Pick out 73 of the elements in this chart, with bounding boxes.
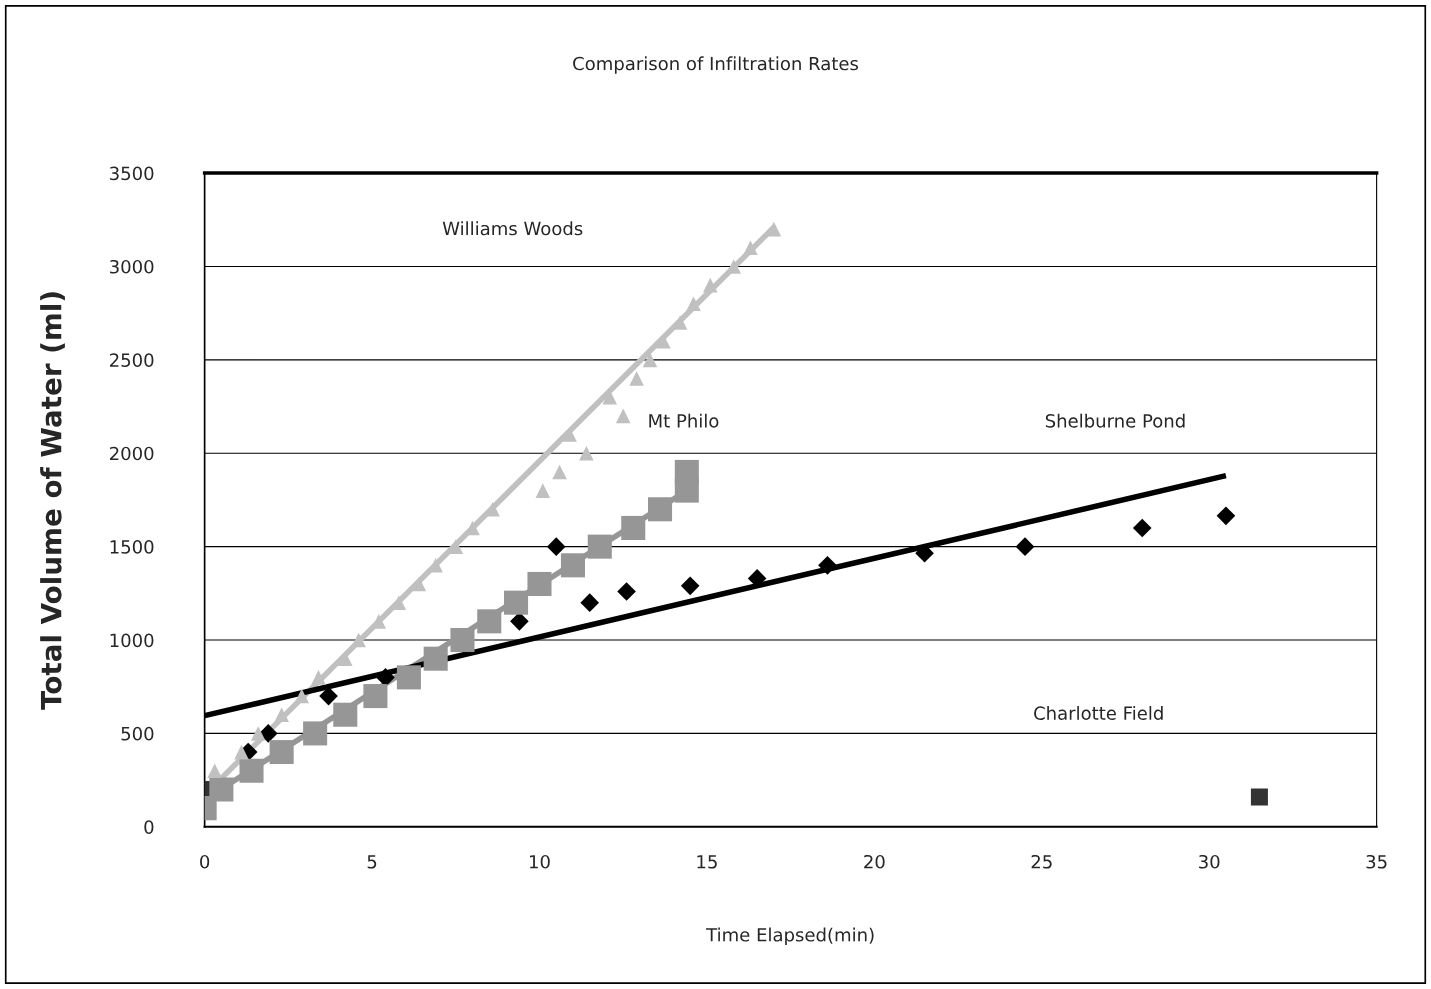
point bbox=[743, 240, 758, 256]
y-tick-label: 3000 bbox=[110, 259, 154, 274]
annotation: Charlotte Field bbox=[1034, 706, 1163, 720]
point bbox=[333, 702, 358, 727]
x-tick-label: 25 bbox=[1031, 854, 1052, 869]
point bbox=[363, 684, 388, 709]
point bbox=[546, 537, 566, 556]
point bbox=[485, 502, 500, 517]
point bbox=[527, 571, 552, 597]
point bbox=[250, 726, 266, 741]
point bbox=[411, 576, 427, 592]
point bbox=[535, 483, 551, 498]
y-tick-label: 1000 bbox=[110, 633, 154, 648]
point bbox=[1216, 506, 1236, 526]
point bbox=[209, 777, 234, 802]
point bbox=[818, 556, 837, 575]
point bbox=[680, 576, 700, 596]
point bbox=[448, 539, 464, 554]
point bbox=[239, 758, 264, 783]
point bbox=[1015, 537, 1035, 556]
point bbox=[258, 724, 278, 743]
annotation: Williams Woods bbox=[442, 221, 583, 236]
y-tick-label: 500 bbox=[121, 726, 154, 741]
point bbox=[580, 593, 600, 612]
point bbox=[642, 352, 658, 368]
y-tick-label: 3500 bbox=[110, 166, 154, 181]
point bbox=[686, 296, 701, 312]
y-tick-label: 2000 bbox=[110, 446, 154, 461]
x-tick-label: 30 bbox=[1199, 854, 1220, 869]
point bbox=[621, 515, 646, 540]
point bbox=[617, 582, 636, 601]
point bbox=[234, 744, 249, 760]
point bbox=[351, 632, 366, 648]
y-tick-label: 1500 bbox=[110, 540, 154, 554]
point bbox=[311, 670, 326, 685]
point bbox=[376, 668, 395, 687]
x-tick-label: 35 bbox=[1366, 854, 1387, 869]
point bbox=[477, 609, 502, 634]
y-tick-label: 0 bbox=[144, 820, 154, 834]
point bbox=[504, 590, 529, 615]
point bbox=[294, 688, 310, 704]
point bbox=[702, 277, 718, 293]
point bbox=[766, 221, 782, 237]
y-tick-label: 2500 bbox=[110, 353, 154, 367]
point bbox=[207, 763, 222, 779]
point bbox=[560, 553, 585, 578]
point bbox=[915, 543, 934, 563]
annotation: Mt Philo bbox=[649, 413, 719, 428]
point bbox=[269, 740, 294, 765]
point bbox=[423, 646, 448, 671]
point bbox=[319, 686, 338, 706]
x-tick-label: 10 bbox=[529, 854, 550, 869]
x-tick-label: 20 bbox=[864, 854, 885, 869]
x-tick-label: 0 bbox=[200, 854, 210, 869]
point bbox=[552, 464, 567, 480]
point bbox=[396, 665, 421, 690]
point bbox=[510, 612, 529, 631]
point bbox=[1132, 518, 1152, 538]
x-tick-label: 5 bbox=[367, 855, 377, 869]
point bbox=[648, 497, 673, 522]
x-tick-label: 15 bbox=[697, 855, 717, 869]
point bbox=[587, 534, 612, 559]
point bbox=[450, 628, 475, 653]
point bbox=[674, 459, 699, 484]
y-axis-title: Total Volume of Water (ml) bbox=[40, 292, 65, 710]
point bbox=[579, 445, 594, 461]
x-axis-title: Time Elapsed(min) bbox=[706, 927, 874, 946]
chart-title: Comparison of Infiltration Rates bbox=[573, 56, 859, 74]
point bbox=[615, 408, 631, 424]
point bbox=[629, 371, 644, 386]
point bbox=[274, 707, 289, 723]
point bbox=[303, 721, 328, 746]
annotation: Shelburne Pond bbox=[1045, 413, 1185, 428]
